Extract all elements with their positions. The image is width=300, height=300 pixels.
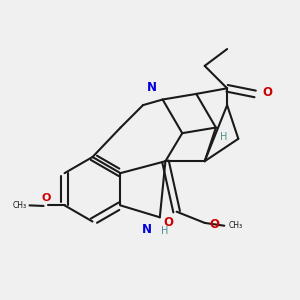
Text: CH₃: CH₃ [229, 221, 243, 230]
Text: CH₃: CH₃ [13, 201, 27, 210]
Text: O: O [209, 218, 219, 231]
Text: N: N [141, 223, 152, 236]
Text: H: H [161, 226, 169, 236]
Text: N: N [147, 81, 157, 94]
Text: O: O [262, 86, 272, 99]
Text: H: H [220, 132, 227, 142]
Text: O: O [164, 216, 174, 229]
Text: O: O [42, 193, 51, 203]
